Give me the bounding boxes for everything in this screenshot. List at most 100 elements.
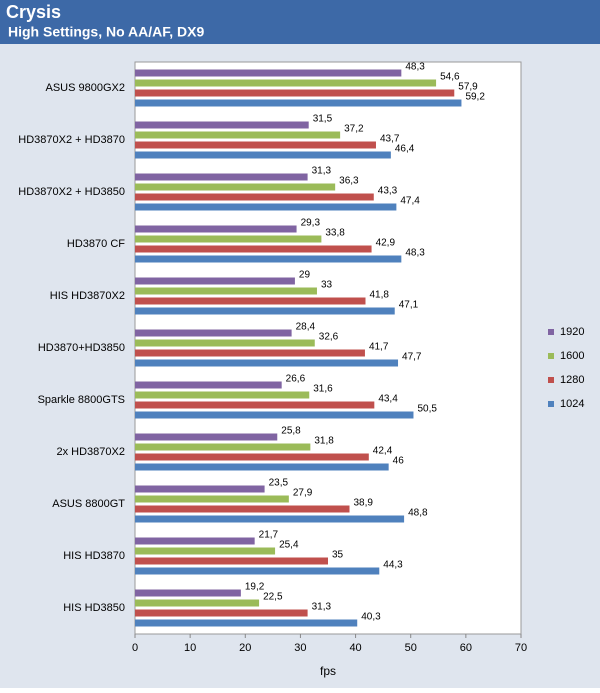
bar	[135, 297, 366, 305]
legend-label: 1600	[560, 350, 584, 362]
bar	[135, 203, 397, 211]
bar	[135, 359, 399, 367]
value-label: 47,4	[400, 196, 420, 207]
value-label: 41,8	[369, 290, 389, 301]
x-tick-label: 40	[349, 642, 361, 654]
bar	[135, 557, 328, 565]
chart-title: Crysis	[6, 2, 61, 22]
value-label: 48,3	[405, 248, 425, 259]
x-tick-label: 70	[515, 642, 527, 654]
bar	[135, 391, 310, 399]
legend-swatch	[548, 353, 554, 359]
bar	[135, 589, 241, 597]
bar	[135, 307, 395, 315]
value-label: 46	[393, 456, 405, 467]
value-label: 47,7	[402, 352, 422, 363]
value-label: 48,3	[405, 62, 425, 73]
y-tick-label: HIS HD3850	[63, 602, 125, 614]
value-label: 22,5	[263, 592, 283, 603]
value-label: 50,5	[417, 404, 437, 415]
chart-subtitle: High Settings, No AA/AF, DX9	[8, 24, 204, 40]
bar	[135, 287, 317, 295]
value-label: 31,3	[312, 166, 332, 177]
bar	[135, 411, 414, 419]
bar	[135, 193, 374, 201]
value-label: 25,8	[281, 426, 301, 437]
value-label: 26,6	[286, 374, 306, 385]
bar	[135, 401, 375, 409]
y-tick-label: HD3870 CF	[67, 238, 125, 250]
y-tick-label: Sparkle 8800GTS	[38, 394, 125, 406]
value-label: 38,9	[354, 498, 374, 509]
legend-label: 1920	[560, 326, 584, 338]
value-label: 54,6	[440, 72, 460, 83]
legend-label: 1280	[560, 374, 584, 386]
bar	[135, 453, 369, 461]
value-label: 33,8	[325, 228, 345, 239]
bar	[135, 225, 297, 233]
bar	[135, 235, 322, 243]
bar	[135, 609, 308, 617]
value-label: 42,4	[373, 446, 393, 457]
bar	[135, 183, 336, 191]
y-tick-label: ASUS 8800GT	[52, 498, 125, 510]
value-label: 19,2	[245, 582, 265, 593]
bar	[135, 619, 358, 627]
bar	[135, 245, 372, 253]
bar	[135, 99, 462, 107]
value-label: 37,2	[344, 124, 364, 135]
value-label: 36,3	[339, 176, 359, 187]
bar	[135, 121, 309, 129]
value-label: 31,5	[313, 114, 333, 125]
x-tick-label: 20	[239, 642, 251, 654]
y-tick-label: HD3870X2 + HD3850	[18, 186, 125, 198]
x-tick-label: 30	[294, 642, 306, 654]
y-tick-label: HD3870+HD3850	[38, 342, 125, 354]
bar	[135, 381, 282, 389]
bar	[135, 349, 365, 357]
y-tick-label: HIS HD3870X2	[50, 290, 125, 302]
value-label: 25,4	[279, 540, 299, 551]
legend-swatch	[548, 329, 554, 335]
bar	[135, 515, 405, 523]
bar	[135, 485, 265, 493]
value-label: 44,3	[383, 560, 403, 571]
value-label: 29,3	[301, 218, 321, 229]
bar	[135, 537, 255, 545]
value-label: 28,4	[296, 322, 316, 333]
x-tick-label: 60	[460, 642, 472, 654]
bar	[135, 599, 260, 607]
bar	[135, 495, 289, 503]
legend-swatch	[548, 377, 554, 383]
value-label: 32,6	[319, 332, 339, 343]
bar	[135, 339, 315, 347]
y-tick-label: HIS HD3870	[63, 550, 125, 562]
bar	[135, 463, 389, 471]
value-label: 40,3	[361, 612, 381, 623]
value-label: 42,9	[376, 238, 396, 249]
value-label: 29	[299, 270, 311, 281]
bar	[135, 547, 276, 555]
value-label: 27,9	[293, 488, 313, 499]
bar	[135, 69, 402, 77]
bar	[135, 141, 376, 149]
bar	[135, 131, 341, 139]
value-label: 43,7	[380, 134, 400, 145]
x-tick-label: 50	[405, 642, 417, 654]
legend-swatch	[548, 401, 554, 407]
value-label: 41,7	[369, 342, 389, 353]
header	[0, 0, 600, 44]
y-tick-label: ASUS 9800GX2	[46, 82, 126, 94]
bar	[135, 443, 311, 451]
bar	[135, 255, 402, 263]
legend-label: 1024	[560, 398, 584, 410]
bar	[135, 277, 295, 285]
value-label: 31,6	[313, 384, 333, 395]
bar	[135, 329, 292, 337]
x-axis-label: fps	[320, 664, 336, 678]
y-tick-label: 2x HD3870X2	[57, 446, 126, 458]
bar	[135, 567, 380, 575]
value-label: 21,7	[259, 530, 279, 541]
value-label: 31,8	[314, 436, 334, 447]
value-label: 43,3	[378, 186, 398, 197]
